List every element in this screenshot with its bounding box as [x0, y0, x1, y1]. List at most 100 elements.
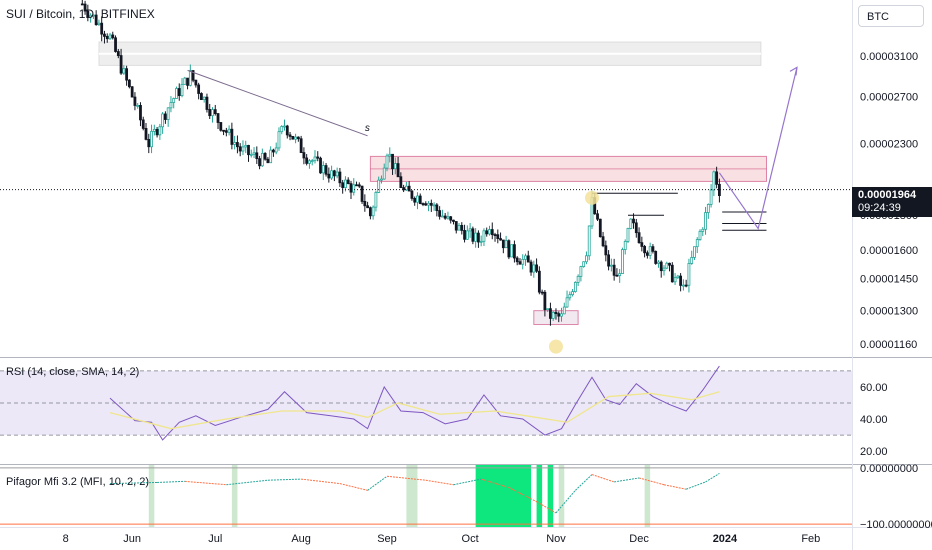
mfi-line-segment: [339, 483, 368, 491]
candle-body: [396, 163, 400, 178]
time-tick-label: Oct: [462, 533, 479, 545]
rsi-tick-label: 40.00: [860, 414, 888, 426]
candle-body: [554, 311, 558, 315]
candle-body: [288, 134, 292, 137]
mfi-line-segment: [226, 479, 268, 486]
candle-body: [202, 96, 206, 101]
candle-body: [244, 144, 248, 148]
time-tick-label: Jul: [208, 533, 222, 545]
candle-body: [224, 130, 228, 133]
rsi-sma-line: [109, 391, 720, 430]
mfi-shaded-period: [536, 465, 543, 527]
mfi-line-segment: [614, 477, 640, 483]
candle-body: [693, 246, 696, 258]
candle-body: [510, 244, 514, 258]
candle-body: [321, 165, 325, 174]
candle-body: [352, 184, 356, 193]
candle-body: [130, 86, 134, 98]
candle-body: [188, 70, 192, 86]
mfi-line-segment: [591, 474, 615, 483]
mfi-line-segment: [184, 480, 227, 486]
candle-body: [194, 79, 198, 86]
candle-body: [601, 236, 605, 247]
candle-body: [291, 135, 295, 140]
candle-body: [637, 232, 641, 244]
candle-body: [465, 230, 469, 240]
candle-body: [391, 153, 394, 170]
candle-body: [177, 88, 181, 96]
candle-body: [612, 264, 616, 276]
mfi-line-segment: [109, 481, 158, 485]
candle-body: [454, 221, 458, 231]
candle-body: [374, 192, 378, 208]
candle-body: [241, 146, 245, 152]
candle-body: [662, 267, 666, 272]
candle-body: [673, 277, 677, 283]
mfi-tick-label: −100.00000000: [860, 519, 932, 531]
candle-body: [91, 14, 95, 17]
candle-body: [183, 77, 187, 85]
candle-body: [626, 228, 630, 242]
candle-body: [366, 205, 370, 209]
candle-body: [596, 213, 599, 220]
candle-body: [416, 195, 419, 203]
candle-body: [421, 203, 425, 205]
candle-body: [645, 252, 649, 256]
time-tick-label: Sep: [377, 533, 397, 545]
candle-body: [355, 184, 358, 187]
candle-body: [573, 282, 577, 293]
candle-body: [515, 257, 519, 263]
candle-body: [513, 244, 516, 259]
candle-body: [371, 206, 375, 217]
candle-body: [670, 264, 674, 283]
currency-button[interactable]: BTC: [858, 5, 924, 27]
mfi-shaded-period: [558, 465, 565, 527]
candle-body: [587, 225, 591, 257]
candle-body: [227, 128, 231, 133]
candle-body: [330, 170, 334, 179]
candle-body: [388, 153, 392, 157]
candle-body: [83, 3, 87, 12]
candle-body: [172, 98, 176, 103]
time-tick-label: Jun: [123, 533, 141, 545]
candle-body: [186, 77, 189, 86]
candle-body: [468, 228, 472, 232]
mfi-shaded-period: [406, 465, 418, 527]
candle-body: [296, 136, 300, 140]
candle-body: [380, 178, 383, 181]
candle-body: [213, 109, 217, 115]
candle-body: [357, 184, 361, 187]
mfi-line-segment: [267, 478, 302, 481]
candle-body: [526, 255, 530, 263]
candle-body: [219, 122, 223, 131]
candle-body: [382, 167, 386, 180]
mfi-line-segment: [685, 481, 706, 490]
price-tick-label: 0.00001160: [860, 339, 917, 351]
candle-body: [94, 14, 98, 26]
candle-body: [108, 34, 112, 40]
candle-body: [377, 179, 381, 193]
candle-body: [205, 96, 209, 110]
candle-body: [238, 146, 242, 152]
candle-body: [695, 239, 699, 248]
price-tick-label: 0.00001600: [860, 245, 918, 257]
candle-body: [679, 275, 683, 286]
candle-body: [546, 308, 550, 311]
candle-body: [632, 218, 635, 224]
candle-body: [443, 215, 447, 219]
candle-body: [155, 128, 159, 136]
candle-body: [407, 185, 411, 192]
candle-body: [634, 222, 638, 234]
candle-body: [269, 149, 273, 164]
candle-body: [657, 261, 660, 264]
candle-body: [116, 51, 120, 56]
candle-body: [144, 128, 148, 140]
candle-body: [233, 142, 237, 145]
mfi-label: Pifagor Mfi 3.2 (MFI, 10, 2, 2): [6, 476, 150, 488]
time-tick-label: Feb: [801, 533, 820, 545]
candle-body: [704, 212, 707, 230]
candle-body: [166, 107, 170, 120]
candle-body: [180, 83, 184, 96]
candle-body: [537, 270, 541, 293]
